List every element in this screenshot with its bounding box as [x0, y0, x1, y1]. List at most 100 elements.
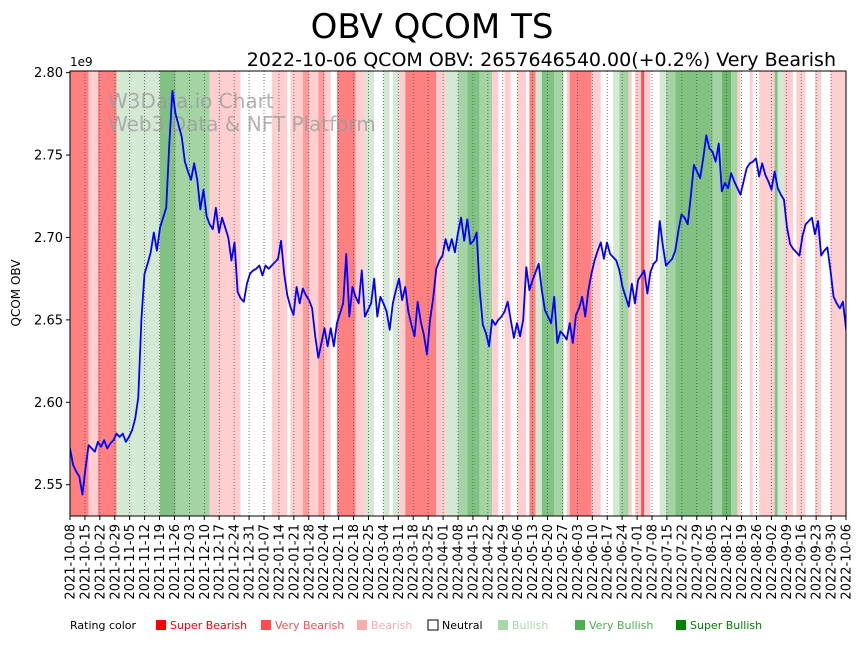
- x-tick-label: 2022-02-04: [317, 524, 332, 600]
- rating-band-bearish: [209, 71, 241, 516]
- x-tick-label: 2022-04-29: [496, 524, 511, 600]
- x-tick-label: 2022-02-25: [362, 524, 377, 600]
- x-tick-label: 2022-03-04: [377, 524, 392, 600]
- rating-band-bullish: [777, 71, 784, 516]
- x-tick-label: 2022-07-01: [631, 524, 646, 600]
- x-tick-label: 2022-09-16: [795, 524, 810, 600]
- rating-band-bearish: [566, 71, 570, 516]
- legend-swatch: [676, 620, 686, 630]
- legend-swatch: [427, 619, 439, 631]
- rating-band-bearish: [783, 71, 794, 516]
- x-tick-label: 2022-01-28: [302, 524, 317, 600]
- x-tick-label: 2021-12-03: [183, 524, 198, 600]
- rating-band-bearish: [737, 71, 741, 516]
- x-tick-label: 2022-09-02: [765, 524, 780, 600]
- x-tick-label: 2022-01-21: [287, 524, 302, 600]
- x-tick-label: 2021-11-19: [153, 524, 168, 600]
- rating-band-bullish: [479, 71, 493, 516]
- legend-label: Very Bearish: [275, 619, 344, 632]
- rating-band-bearish: [271, 71, 288, 516]
- x-tick-label: 2022-07-22: [675, 524, 690, 600]
- rating-band-neutral: [805, 71, 815, 516]
- x-axis: 2021-10-08 2021-10-15 2021-10-22 2021-10-29…: [64, 516, 855, 600]
- rating-band-very-bearish: [405, 71, 437, 516]
- legend-label: Neutral: [442, 619, 483, 632]
- rating-band-very-bearish: [336, 71, 356, 516]
- rating-band-neutral: [330, 71, 337, 516]
- watermark: W3Data.io Chart Web3 Data & NFT Platform: [108, 89, 376, 136]
- rating-band-bullish: [665, 71, 676, 516]
- x-tick-label: 2022-09-23: [810, 524, 825, 600]
- x-tick-label: 2022-10-06: [840, 524, 855, 600]
- legend-swatch: [498, 620, 508, 630]
- rating-band-neutral: [821, 71, 831, 516]
- x-tick-label: 2022-08-19: [735, 524, 750, 600]
- y-tick-label: 2.80: [34, 66, 63, 81]
- rating-band-neutral: [740, 71, 750, 516]
- rating-band-neutral: [563, 71, 567, 516]
- rating-band-bearish: [492, 71, 499, 516]
- watermark-line-1: W3Data.io Chart: [108, 89, 274, 113]
- rating-band-very-bearish: [569, 71, 592, 516]
- x-tick-label: 2021-12-17: [213, 524, 228, 600]
- legend-label: Very Bullish: [589, 619, 653, 632]
- watermark-line-2: Web3 Data & NFT Platform: [108, 112, 376, 136]
- x-tick-label: 2021-11-05: [123, 524, 138, 600]
- chart-subtitle: 2022-10-06 QCOM OBV: 2657646540.00(+0.2%…: [247, 49, 836, 71]
- x-tick-label: 2021-12-24: [228, 524, 243, 600]
- x-tick-label: 2022-08-26: [750, 524, 765, 600]
- rating-band-neutral: [498, 71, 505, 516]
- rating-band-neutral: [650, 71, 660, 516]
- rating-band-bullish: [458, 71, 468, 516]
- rating-band-neutral: [752, 71, 760, 516]
- rating-band-very-bullish: [774, 71, 778, 516]
- x-tick-label: 2022-02-11: [332, 524, 347, 600]
- rating-band-bullish: [731, 71, 738, 516]
- x-tick-label: 2021-10-22: [93, 524, 108, 600]
- rating-band-bearish: [516, 71, 527, 516]
- legend-swatch: [261, 620, 271, 630]
- x-tick-label: 2022-07-29: [690, 524, 705, 600]
- rating-band-bearish: [634, 71, 642, 516]
- x-tick-label: 2022-03-25: [422, 524, 437, 600]
- rating-band-bullish: [659, 71, 666, 516]
- rating-band-very-bearish: [70, 71, 89, 516]
- rating-band-neutral: [374, 71, 384, 516]
- legend-label: Bullish: [512, 619, 548, 632]
- rating-band-neutral: [510, 71, 517, 516]
- rating-band-bearish: [759, 71, 775, 516]
- x-tick-label: 2022-03-11: [392, 524, 407, 600]
- obv-line: [70, 89, 846, 496]
- legend-label: Super Bearish: [170, 619, 247, 632]
- x-tick-label: 2022-01-14: [272, 524, 287, 600]
- x-tick-label: 2021-12-10: [198, 524, 213, 600]
- rating-band-super-bearish: [641, 71, 645, 516]
- y-tick-label: 2.75: [34, 149, 63, 164]
- x-tick-label: 2021-11-26: [168, 524, 183, 600]
- x-tick-label: 2022-02-18: [347, 524, 362, 600]
- rating-band-bearish: [830, 71, 846, 516]
- rating-band-bearish: [591, 71, 601, 516]
- rating-band-bearish: [749, 71, 753, 516]
- legend-label: Super Bullish: [690, 619, 762, 632]
- x-tick-label: 2022-06-03: [571, 524, 586, 600]
- rating-band-bullish: [535, 71, 542, 516]
- rating-band-very-bullish: [467, 71, 480, 516]
- rating-band-bearish: [436, 71, 446, 516]
- y-tick-label: 2.70: [34, 231, 63, 246]
- x-tick-label: 2022-09-30: [825, 524, 840, 600]
- x-tick-label: 2022-04-22: [481, 524, 496, 600]
- rating-band-bullish: [116, 71, 161, 516]
- rating-band-bearish: [88, 71, 98, 516]
- obv-series: [70, 89, 846, 496]
- x-tick-label: 2022-07-08: [646, 524, 661, 600]
- rating-band-neutral: [287, 71, 291, 516]
- legend-label: Bearish: [371, 619, 412, 632]
- x-tick-label: 2022-04-15: [466, 524, 481, 600]
- rating-band-neutral: [793, 71, 797, 516]
- x-tick-label: 2022-06-10: [586, 524, 601, 600]
- rating-band-bullish: [383, 71, 390, 516]
- rating-band-very-bearish: [97, 71, 117, 516]
